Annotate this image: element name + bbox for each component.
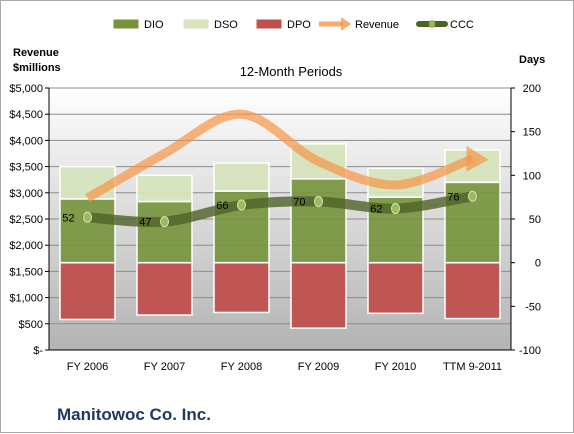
right-tick-label: -100 (519, 345, 541, 357)
left-tick-label: $500 (19, 319, 43, 331)
left-tick-label: $4,500 (9, 109, 43, 121)
left-tick-label: $1,500 (9, 266, 43, 278)
left-tick-label: $3,000 (9, 188, 43, 200)
ccc-point (83, 211, 92, 223)
ccc-data-label: 47 (139, 217, 151, 229)
right-tick-label: -50 (525, 301, 541, 313)
legend-label: DSO (214, 19, 238, 31)
dpo-bar (444, 261, 501, 320)
left-tick-label: $2,000 (9, 240, 43, 252)
left-axis-title: $millions (13, 62, 61, 74)
right-tick-label: 0 (535, 258, 541, 270)
legend: DIO DSO DPO Revenue CCC (112, 17, 474, 31)
left-axis-title: Revenue (13, 47, 59, 59)
ccc-point (391, 203, 400, 215)
ccc-point (237, 199, 246, 211)
ccc-point (468, 190, 477, 202)
dio-bar (59, 198, 116, 264)
legend-swatch (112, 18, 140, 30)
right-tick-label: 100 (523, 170, 541, 182)
ccc-data-label: 76 (447, 191, 459, 203)
left-tick-label: $2,500 (9, 214, 43, 226)
legend-label: DIO (144, 19, 164, 31)
revenue-arrowhead (466, 145, 489, 172)
dpo-bar (136, 261, 193, 316)
left-tick-label: $3,500 (9, 162, 43, 174)
ccc-data-label: 52 (62, 212, 74, 224)
x-tick-label: FY 2010 (375, 361, 416, 373)
legend-label: CCC (450, 19, 474, 31)
dpo-bar (213, 261, 270, 314)
ccc-data-label: 66 (216, 200, 228, 212)
x-tick-label: TTM 9-2011 (443, 361, 502, 373)
dso-bar (136, 174, 193, 203)
x-tick-label: FY 2006 (67, 361, 108, 373)
dio-bar (136, 200, 193, 264)
ccc-point (160, 216, 169, 228)
company-name: Manitowoc Co. Inc. (57, 405, 211, 424)
ccc-data-label: 62 (370, 204, 382, 216)
dpo-bar (290, 261, 347, 329)
right-tick-label: 200 (523, 83, 541, 95)
x-tick-label: FY 2009 (298, 361, 339, 373)
chart-title: 12-Month Periods (240, 64, 343, 79)
right-axis-title: Days (519, 54, 545, 66)
right-tick-label: 150 (523, 127, 541, 139)
legend-swatch-marker (429, 20, 435, 28)
left-tick-label: $- (33, 345, 43, 357)
left-tick-label: $1,000 (9, 293, 43, 305)
left-tick-label: $4,000 (9, 135, 43, 147)
legend-swatch (182, 18, 210, 30)
x-tick-label: FY 2007 (144, 361, 185, 373)
legend-swatch (255, 18, 283, 30)
legend-label: Revenue (355, 19, 399, 31)
ccc-data-label: 70 (293, 197, 305, 209)
dpo-bar (367, 261, 424, 315)
x-tick-label: FY 2008 (221, 361, 262, 373)
dio-bar (290, 178, 347, 264)
left-tick-label: $5,000 (9, 83, 43, 95)
dpo-bar (59, 261, 116, 321)
revenue-line (85, 109, 475, 202)
dso-bar (213, 162, 270, 192)
legend-label: DPO (287, 19, 311, 31)
ccc-line (82, 191, 478, 228)
legend-swatch-arrow (341, 17, 351, 31)
right-tick-label: 50 (529, 214, 541, 226)
ccc-point (314, 196, 323, 208)
